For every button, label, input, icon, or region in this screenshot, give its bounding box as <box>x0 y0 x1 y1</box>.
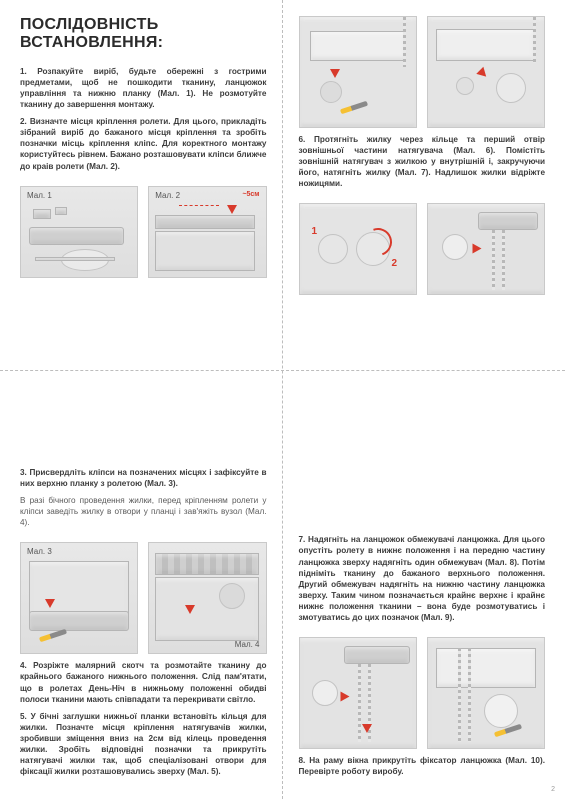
figure-8: Мал. 8 <box>427 203 545 295</box>
step-8: 8. На раму вікна прикрутіть фіксатор лан… <box>299 755 546 777</box>
figure-9: Мал. 9 <box>299 637 417 749</box>
figure-2: Мал. 2 ~5см <box>148 186 266 278</box>
figure-6: Мал. 6 <box>427 16 545 128</box>
figure-10: Мал. 10 <box>427 637 545 749</box>
step-7: 7. Надягніть на ланцюжок обмежувачі ланц… <box>299 534 546 623</box>
step-2: 2. Визначте місця кріплення ролети. Для … <box>20 116 267 171</box>
figure-3: Мал. 3 <box>20 542 138 654</box>
figure-1-label: Мал. 1 <box>27 191 52 200</box>
callout-2: 2 <box>392 258 398 269</box>
fig-row-7-8: Мал. 7 1 2 Мал. 8 <box>299 203 546 295</box>
callout-1: 1 <box>312 226 318 237</box>
figure-7: Мал. 7 1 2 <box>299 203 417 295</box>
page-title: ПОСЛІДОВНІСТЬ ВСТАНОВЛЕННЯ: <box>20 16 267 52</box>
figure-1: Мал. 1 <box>20 186 138 278</box>
step-6: 6. Протягніть жилку через кільце та перш… <box>299 134 546 189</box>
fig-row-1-2: Мал. 1 Мал. 2 ~5см <box>20 186 267 278</box>
step-1: 1. Розпакуйте виріб, будьте обережні з г… <box>20 66 267 110</box>
step-3a: 3. Присвердліть кліпси на позначених міс… <box>20 467 267 489</box>
dim-5cm: ~5см <box>242 191 259 198</box>
figure-3-label: Мал. 3 <box>27 547 52 556</box>
figure-4-label: Мал. 4 <box>235 640 260 649</box>
step-5: 5. У бічні заглушки нижньої планки встан… <box>20 711 267 777</box>
step-3b: В разі бічного проведення жилки, перед к… <box>20 495 267 528</box>
right-column: Мал. 5 Мал. 6 6. Протягніть жилку через … <box>283 0 565 799</box>
fig-row-9-10: Мал. 9 Мал. 10 <box>299 637 546 749</box>
left-column: ПОСЛІДОВНІСТЬ ВСТАНОВЛЕННЯ: 1. Розпакуйт… <box>0 0 283 799</box>
fig-row-3-4: Мал. 3 Мал. 4 <box>20 542 267 654</box>
page-number: 2 <box>551 786 555 793</box>
step-4: 4. Розріжте малярний скотч та розмотайте… <box>20 660 267 704</box>
fig-row-5-6: Мал. 5 Мал. 6 <box>299 16 546 128</box>
figure-2-label: Мал. 2 <box>155 191 180 200</box>
figure-5: Мал. 5 <box>299 16 417 128</box>
horizontal-divider <box>0 370 565 371</box>
vertical-divider <box>282 0 283 799</box>
figure-4: Мал. 4 <box>148 542 266 654</box>
